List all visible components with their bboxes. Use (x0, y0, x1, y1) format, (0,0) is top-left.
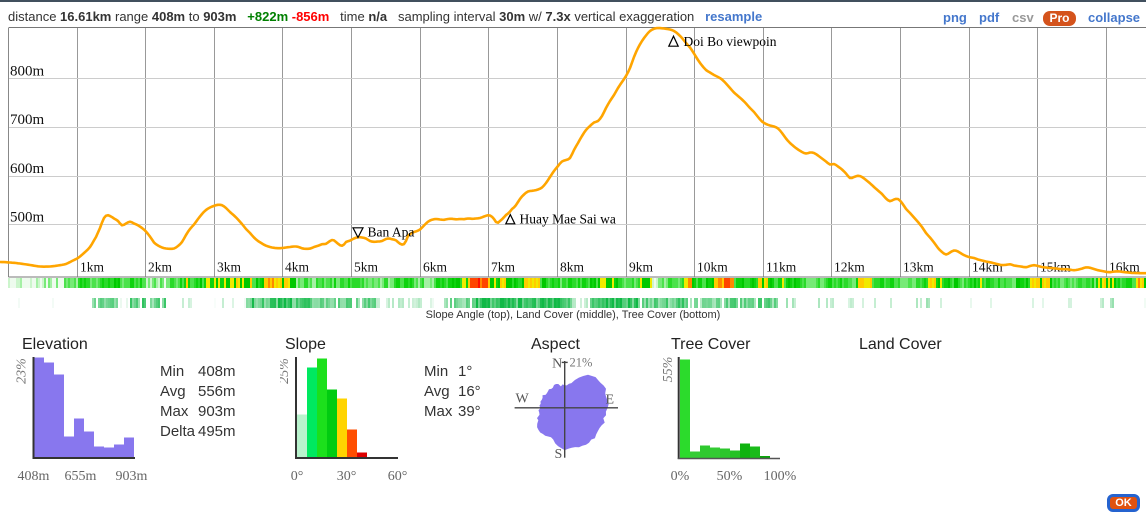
svg-text:W: W (516, 392, 530, 407)
svg-text:1km: 1km (80, 260, 105, 275)
svg-text:S: S (555, 447, 563, 462)
svg-text:6km: 6km (423, 260, 448, 275)
svg-text:N: N (552, 357, 562, 372)
svg-text:5km: 5km (354, 260, 379, 275)
svg-text:13km: 13km (903, 260, 934, 275)
svg-text:500m: 500m (10, 210, 45, 226)
svg-text:800m: 800m (10, 64, 45, 80)
svg-text:3km: 3km (217, 260, 242, 275)
svg-text:55%: 55% (661, 357, 676, 383)
svg-text:25%: 25% (280, 358, 292, 384)
svg-text:Ban Apa: Ban Apa (368, 225, 415, 240)
svg-text:10km: 10km (697, 260, 728, 275)
svg-text:23%: 23% (15, 358, 30, 384)
svg-text:15km: 15km (1040, 260, 1071, 275)
svg-text:Doi Bo viewpoin: Doi Bo viewpoin (684, 34, 777, 49)
svg-text:Huay Mae Sai wa: Huay Mae Sai wa (520, 212, 616, 227)
svg-text:700m: 700m (10, 112, 45, 128)
svg-text:7km: 7km (491, 260, 516, 275)
svg-text:9km: 9km (629, 260, 654, 275)
svg-text:21%: 21% (570, 356, 593, 370)
svg-text:8km: 8km (560, 260, 585, 275)
svg-text:11km: 11km (766, 260, 797, 275)
svg-text:12km: 12km (834, 260, 865, 275)
svg-text:E: E (606, 392, 615, 407)
svg-text:2km: 2km (148, 260, 173, 275)
svg-text:4km: 4km (285, 260, 310, 275)
svg-text:600m: 600m (10, 161, 45, 177)
